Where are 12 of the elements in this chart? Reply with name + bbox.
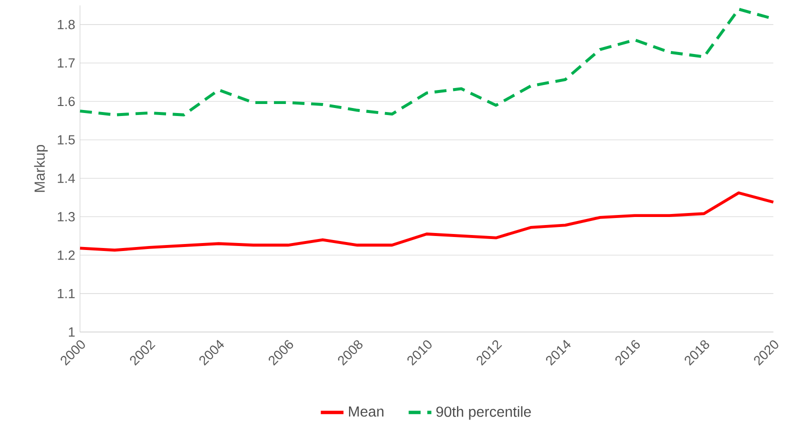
y-tick-label: 1.7	[58, 58, 75, 68]
y-tick-label: 1.4	[58, 174, 75, 183]
y-tick-label: 1.3	[58, 212, 75, 222]
legend-label: 90th percentile	[436, 406, 531, 420]
y-tick-label: 1	[68, 327, 75, 337]
y-tick-label: 1.2	[58, 250, 75, 260]
y-tick-label: 1.1	[58, 288, 75, 298]
legend-label: Mean	[349, 406, 384, 417]
y-tick-label: 1.5	[58, 135, 75, 144]
y-tick-label: 1.6	[58, 96, 75, 106]
y-axis-title: Markup	[34, 144, 48, 192]
y-tick-label: 1.8	[58, 20, 75, 30]
